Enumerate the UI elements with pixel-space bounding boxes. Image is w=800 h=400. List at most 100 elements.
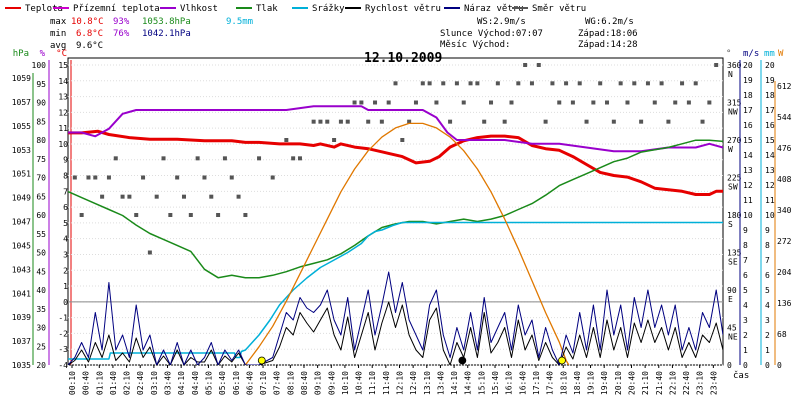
axis-tick-mm: 17: [765, 106, 775, 115]
axis-tick-ms: 20: [743, 61, 753, 70]
series-line-6: [68, 271, 723, 365]
axis-tick-ms: 12: [743, 181, 753, 190]
axis-tick-celsius: 3: [63, 250, 68, 259]
wind-direction-point: [373, 100, 378, 105]
wind-direction-point: [441, 81, 446, 86]
x-tick-label: 23:10: [696, 371, 705, 395]
axis-tick-mm: 19: [765, 76, 775, 85]
x-tick-label: 19:40: [600, 371, 609, 395]
axis-tick-celsius: -4: [58, 361, 68, 370]
wind-direction-point: [550, 81, 555, 86]
wind-direction-point: [543, 119, 548, 124]
wind-direction-point: [175, 175, 180, 180]
wind-direction-point: [523, 63, 528, 67]
x-tick-label: 01:10: [95, 371, 104, 395]
stat-avg-label: avg: [50, 41, 66, 51]
axis-label-ms: m/s: [743, 49, 759, 59]
axis-tick-mm: 0: [765, 361, 770, 370]
info-moon-set: Západ:14:28: [578, 40, 638, 50]
wind-direction-point: [673, 100, 678, 105]
wind-direction-point: [79, 213, 84, 217]
stat-min-press: 1042.1hPa: [142, 29, 191, 39]
axis-tick-ms: 19: [743, 76, 753, 85]
axis-tick-mm: 11: [765, 196, 775, 205]
axis-tick-mm: 3: [765, 316, 770, 325]
series-line-1: [68, 105, 723, 153]
axis-tick-celsius: 0: [63, 298, 68, 307]
axis-tick-ms: 5: [743, 286, 748, 295]
x-tick-label: 10:40: [355, 371, 364, 395]
axis-tick-percent: 95: [36, 80, 46, 89]
info-sun-set: Západ:18:06: [578, 29, 638, 39]
wind-direction-point: [345, 119, 350, 124]
wind-direction-point: [400, 138, 405, 142]
x-tick-label: 08:40: [300, 371, 309, 395]
info-ws: WS:2.9m/s: [477, 17, 526, 27]
x-tick-label: 05:40: [218, 371, 227, 395]
wind-direction-point: [666, 119, 671, 124]
wind-direction-point: [86, 175, 91, 180]
axis-tick-percent: 75: [36, 155, 46, 164]
wind-direction-point: [202, 175, 207, 180]
x-tick-label: 04:10: [177, 371, 186, 395]
wind-direction-point: [516, 81, 521, 86]
info-moon-rise: Měsíc Východ:: [440, 40, 510, 50]
axis-tick-degrees: 0: [727, 361, 732, 370]
x-tick-label: 02:40: [136, 371, 145, 395]
wind-direction-point: [100, 194, 105, 199]
wind-direction-point: [584, 119, 589, 124]
wind-direction-point: [680, 81, 685, 86]
x-tick-label: 15:40: [491, 371, 500, 395]
wind-direction-point: [536, 63, 541, 67]
stats-panel: max 10.8°C 93% 1053.8hPa 9.5mm min 6.8°C…: [50, 17, 253, 51]
axis-tick-ms: 14: [743, 151, 753, 160]
axis-label-hPa: hPa: [13, 49, 29, 59]
axis-tick-mm: 4: [765, 301, 770, 310]
axis-label-degrees: °: [726, 49, 731, 59]
wind-direction-point: [652, 100, 657, 105]
axis-tick-ms: 8: [743, 241, 748, 250]
axis-tick-percent: 40: [36, 286, 46, 295]
x-tick-label: 00:40: [82, 371, 91, 395]
axis-tick-percent: 20: [36, 361, 46, 370]
axis-tick-wm2: 204: [777, 268, 792, 277]
x-tick-label: 11:10: [368, 371, 377, 395]
stat-min-label: min: [50, 29, 66, 39]
axis-tick-wm2: 272: [777, 237, 792, 246]
wind-direction-point: [188, 213, 193, 217]
axis-tick-celsius: 10: [58, 140, 68, 149]
series-line-3: [68, 221, 723, 360]
wind-direction-point: [127, 194, 132, 199]
stat-avg-temp: 9.6°C: [76, 41, 103, 51]
plot-border: [67, 57, 724, 366]
plot-area: [68, 63, 723, 365]
series-line-2: [68, 139, 723, 279]
wind-direction-point: [168, 213, 173, 217]
axes: hPa1035103710391041104310451047104910511…: [12, 49, 792, 370]
axis-tick-ms: 13: [743, 166, 753, 175]
wind-direction-point: [291, 156, 296, 161]
axis-tick-hPa: 1055: [12, 122, 31, 131]
axis-tick-ms: 2: [743, 331, 748, 340]
stat-max-label: max: [50, 17, 67, 27]
axis-tick-degrees: 225: [727, 174, 742, 183]
wind-direction-point: [564, 81, 569, 86]
axis-tick-wm2: 612: [777, 82, 792, 91]
axis-tick-celsius: 14: [58, 77, 68, 86]
x-axis-label: čas: [733, 370, 749, 381]
axis-tick-celsius: 15: [58, 61, 68, 70]
axis-tick-mm: 13: [765, 166, 775, 175]
axis-dir-degrees: E: [728, 295, 733, 304]
axis-tick-celsius: 13: [58, 93, 68, 102]
axis-tick-percent: 90: [36, 99, 46, 108]
axis-tick-ms: 7: [743, 256, 748, 265]
wind-direction-point: [154, 194, 159, 199]
axis-dir-degrees: SE: [728, 258, 738, 267]
stat-max-temp: 10.8°C: [71, 17, 104, 27]
legend-label-6: Náraz větru: [464, 4, 524, 14]
wind-direction-point: [454, 81, 459, 86]
wind-direction-point: [222, 156, 227, 161]
axis-tick-hPa: 1049: [12, 194, 31, 203]
axis-tick-celsius: 1: [63, 282, 68, 291]
legend-label-3: Tlak: [256, 4, 278, 14]
